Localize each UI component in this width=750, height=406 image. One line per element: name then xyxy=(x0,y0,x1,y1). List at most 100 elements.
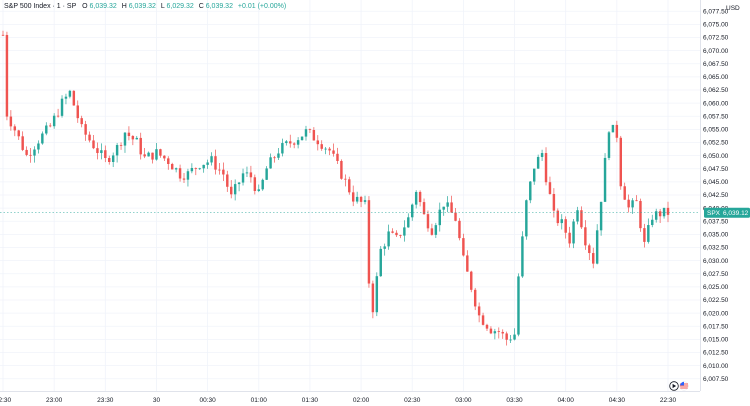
candle-body xyxy=(167,158,170,164)
candle-body xyxy=(159,149,162,156)
candle-body xyxy=(127,132,131,137)
candle-body xyxy=(84,124,87,135)
candle-body xyxy=(564,219,567,233)
x-tick-label: 03:30 xyxy=(506,397,523,404)
candle-body xyxy=(525,200,528,237)
candle-body xyxy=(434,225,438,235)
candle-body xyxy=(446,202,449,207)
candle-body xyxy=(470,271,473,290)
legend-low-label: L xyxy=(161,3,165,10)
candle-body xyxy=(206,162,209,165)
x-tick-label: 22:30 xyxy=(660,397,677,404)
y-tick-label: 6,012.50 xyxy=(703,350,729,357)
candle-body xyxy=(560,219,563,224)
candle-body xyxy=(45,125,48,134)
candle-body xyxy=(218,169,221,171)
candle-body xyxy=(340,160,343,179)
candle-body xyxy=(269,157,272,169)
y-tick-label: 6,047.50 xyxy=(703,166,729,173)
candle-body xyxy=(666,207,670,215)
candle-body xyxy=(403,227,406,236)
candle-body xyxy=(190,167,194,172)
candle-body xyxy=(21,136,24,150)
candle-body xyxy=(438,209,441,226)
candle-body xyxy=(155,149,158,160)
legend-symbol: S&P 500 Index · 1 · SP xyxy=(4,3,77,10)
candle-body xyxy=(320,144,323,149)
candle-body xyxy=(56,115,60,117)
candle-body xyxy=(568,232,571,244)
candle-body xyxy=(289,141,292,144)
y-tick-label: 6,020.00 xyxy=(703,310,729,317)
candle-body xyxy=(359,196,363,202)
candle-body xyxy=(304,129,308,137)
candle-body xyxy=(462,238,465,256)
y-tick-label: 6,027.50 xyxy=(703,271,729,278)
candle-body xyxy=(399,235,402,236)
candle-body xyxy=(517,276,520,335)
candle-body xyxy=(151,152,154,160)
x-tick-label: 23:00 xyxy=(46,397,63,404)
y-tick-label: 6,062.50 xyxy=(703,87,729,94)
candle-body xyxy=(17,130,20,137)
x-axis[interactable]: 22:30 23:00 23:30 30 00:30 01:00 01:30 02:00 02:… xyxy=(0,397,677,404)
candle-body xyxy=(245,172,249,174)
candle-body xyxy=(477,306,481,316)
candle-body xyxy=(37,143,40,150)
candle-body xyxy=(351,192,355,202)
candle-body xyxy=(182,178,186,180)
candle-body xyxy=(407,217,410,228)
candle-body xyxy=(540,153,544,157)
candle-body xyxy=(391,231,394,233)
candle-body xyxy=(588,245,591,254)
legend-close: 6,039.32 xyxy=(206,3,233,10)
candle-body xyxy=(411,204,414,218)
y-tick-label: 6,072.50 xyxy=(703,35,729,42)
y-tick-label: 6,025.00 xyxy=(703,284,729,291)
candle-body xyxy=(639,200,642,229)
candle-body xyxy=(592,253,595,264)
candle-body xyxy=(662,207,666,217)
us-flag-icon[interactable] xyxy=(679,381,689,391)
candle-body xyxy=(521,236,524,277)
candle-body xyxy=(489,328,493,334)
candle-body xyxy=(458,220,461,239)
candle-body xyxy=(194,167,198,169)
candle-body xyxy=(584,227,587,246)
candle-body xyxy=(163,155,166,159)
candle-body xyxy=(371,283,375,313)
candle-body xyxy=(273,157,276,159)
candle-body xyxy=(170,163,174,170)
y-tick-label: 6,032.50 xyxy=(703,245,729,252)
candle-body xyxy=(226,174,229,187)
y-axis[interactable]: 6,077.50 6,075.00 6,072.50 6,070.00 6,067.50… xyxy=(703,8,729,383)
candle-body xyxy=(265,168,268,180)
candle-body xyxy=(60,98,64,116)
x-tick-label: 04:00 xyxy=(558,397,575,404)
legend-high-label: H xyxy=(122,3,127,10)
y-tick-label: 6,010.00 xyxy=(703,363,729,370)
chart-legend[interactable]: S&P 500 Index · 1 · SP O 6,039.32 H 6,03… xyxy=(4,3,286,10)
candle-body xyxy=(466,255,469,272)
play-icon[interactable] xyxy=(669,381,679,391)
y-tick-label: 6,030.00 xyxy=(703,258,729,265)
candle-body xyxy=(422,202,426,215)
candle-body xyxy=(292,143,296,145)
candle-body xyxy=(100,150,103,154)
candle-body xyxy=(513,334,516,340)
candle-body xyxy=(344,178,347,180)
candle-body xyxy=(497,331,501,332)
y-tick-label: 6,055.00 xyxy=(703,127,729,134)
y-tick-label: 6,070.00 xyxy=(703,48,729,55)
candle-body xyxy=(253,177,257,191)
candle-body xyxy=(658,211,662,217)
legend-open: 6,039.32 xyxy=(89,3,116,10)
candle-body xyxy=(139,137,142,155)
x-tick-label: 22:30 xyxy=(0,397,12,404)
candle-body xyxy=(576,210,579,222)
x-tick-label: 02:00 xyxy=(353,397,370,404)
candle-body xyxy=(202,164,205,169)
candle-body xyxy=(635,200,638,202)
candle-body xyxy=(383,246,386,249)
